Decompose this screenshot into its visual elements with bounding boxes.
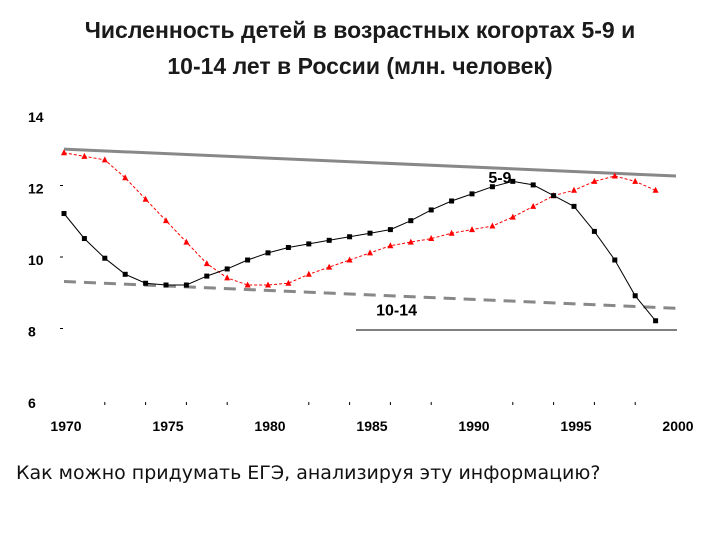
data-series — [61, 149, 659, 324]
y-axis-ticks: 6 8 10 12 14 — [28, 109, 63, 411]
data-point-5-9 — [163, 217, 169, 224]
x-tick-label: 1990 — [458, 418, 489, 434]
series-line-10-14 — [63, 180, 656, 322]
series-label: 10-14 — [376, 302, 417, 319]
data-point-10-14 — [612, 257, 618, 263]
line-chart: 6 8 10 12 14 1970 1975 1980 1985 1990 1995 2000 5-… — [28, 109, 694, 434]
data-point-5-9 — [142, 195, 149, 202]
data-point-5-9 — [285, 279, 292, 286]
data-point-5-9 — [81, 152, 88, 159]
data-point-10-14 — [591, 228, 597, 234]
data-point-5-9 — [489, 222, 496, 229]
y-tick-label: 8 — [28, 324, 36, 340]
data-point-5-9 — [571, 186, 577, 193]
data-point-10-14 — [408, 218, 414, 224]
data-point-5-9 — [509, 213, 516, 220]
data-point-10-14 — [510, 178, 516, 184]
data-point-5-9 — [122, 174, 129, 181]
data-point-5-9 — [530, 202, 537, 209]
data-point-10-14 — [265, 250, 271, 256]
x-tick-label: 1970 — [50, 418, 81, 434]
x-axis-ticks: 1970 1975 1980 1985 1990 1995 2000 — [50, 402, 694, 434]
data-point-5-9 — [367, 249, 373, 256]
x-tick-label: 1980 — [254, 418, 285, 434]
data-point-10-14 — [61, 211, 67, 217]
x-tick-label: 2000 — [662, 418, 693, 434]
data-point-10-14 — [285, 244, 291, 250]
data-point-5-9 — [387, 242, 394, 249]
data-point-10-14 — [81, 236, 87, 242]
series-labels: 5-9 10-14 — [376, 170, 511, 319]
chart-title: Численность детей в возрастных когортах … — [0, 12, 720, 84]
data-point-10-14 — [122, 271, 128, 277]
data-point-5-9 — [428, 235, 435, 242]
data-point-10-14 — [245, 257, 251, 263]
data-point-5-9 — [326, 263, 333, 270]
y-tick-label: 14 — [28, 109, 44, 125]
y-tick-label: 6 — [28, 395, 36, 411]
data-point-5-9 — [203, 260, 210, 267]
data-point-10-14 — [571, 203, 577, 209]
data-point-10-14 — [183, 282, 189, 288]
data-point-10-14 — [102, 255, 108, 261]
y-tick-label: 10 — [28, 252, 44, 268]
x-tick-label: 1995 — [560, 418, 591, 434]
x-tick-label: 1975 — [152, 418, 183, 434]
data-point-10-14 — [204, 273, 210, 279]
data-point-5-9 — [448, 229, 455, 236]
data-point-5-9 — [183, 238, 190, 245]
data-point-10-14 — [306, 241, 312, 247]
data-point-10-14 — [551, 193, 557, 199]
data-point-10-14 — [632, 293, 638, 299]
data-point-5-9 — [652, 186, 659, 193]
data-point-10-14 — [326, 237, 332, 243]
data-point-5-9 — [346, 256, 353, 263]
data-point-10-14 — [653, 318, 659, 324]
data-point-5-9 — [224, 274, 231, 281]
x-tick-label: 1985 — [356, 418, 387, 434]
data-point-10-14 — [163, 282, 169, 288]
data-point-10-14 — [428, 207, 434, 213]
trendline-5-9 — [63, 147, 677, 178]
data-point-10-14 — [143, 280, 149, 286]
data-point-5-9 — [407, 238, 414, 245]
data-point-5-9 — [305, 270, 312, 277]
data-point-10-14 — [367, 230, 373, 236]
data-point-5-9 — [101, 156, 108, 163]
data-point-5-9 — [632, 177, 639, 184]
trendline-10-14 — [63, 279, 677, 310]
data-point-5-9 — [611, 172, 618, 179]
data-point-5-9 — [265, 281, 271, 288]
data-point-10-14 — [469, 191, 475, 197]
data-point-5-9 — [61, 149, 67, 156]
chart-title-line-2: 10-14 лет в России (млн. человек) — [167, 53, 553, 79]
data-point-10-14 — [530, 182, 536, 188]
data-point-10-14 — [347, 234, 353, 240]
y-tick-label: 12 — [28, 181, 44, 197]
data-point-10-14 — [224, 266, 230, 272]
data-point-5-9 — [244, 281, 251, 288]
data-point-10-14 — [449, 198, 455, 204]
question-text: Как можно придумать ЕГЭ, анализируя эту … — [16, 462, 601, 484]
data-point-5-9 — [591, 177, 598, 184]
chart-title-line-1: Численность детей в возрастных когортах … — [84, 17, 636, 43]
data-point-10-14 — [387, 227, 393, 233]
series-label: 5-9 — [488, 170, 511, 187]
data-point-10-14 — [489, 184, 495, 190]
data-point-5-9 — [469, 226, 475, 233]
series-line-5-9 — [63, 152, 656, 286]
